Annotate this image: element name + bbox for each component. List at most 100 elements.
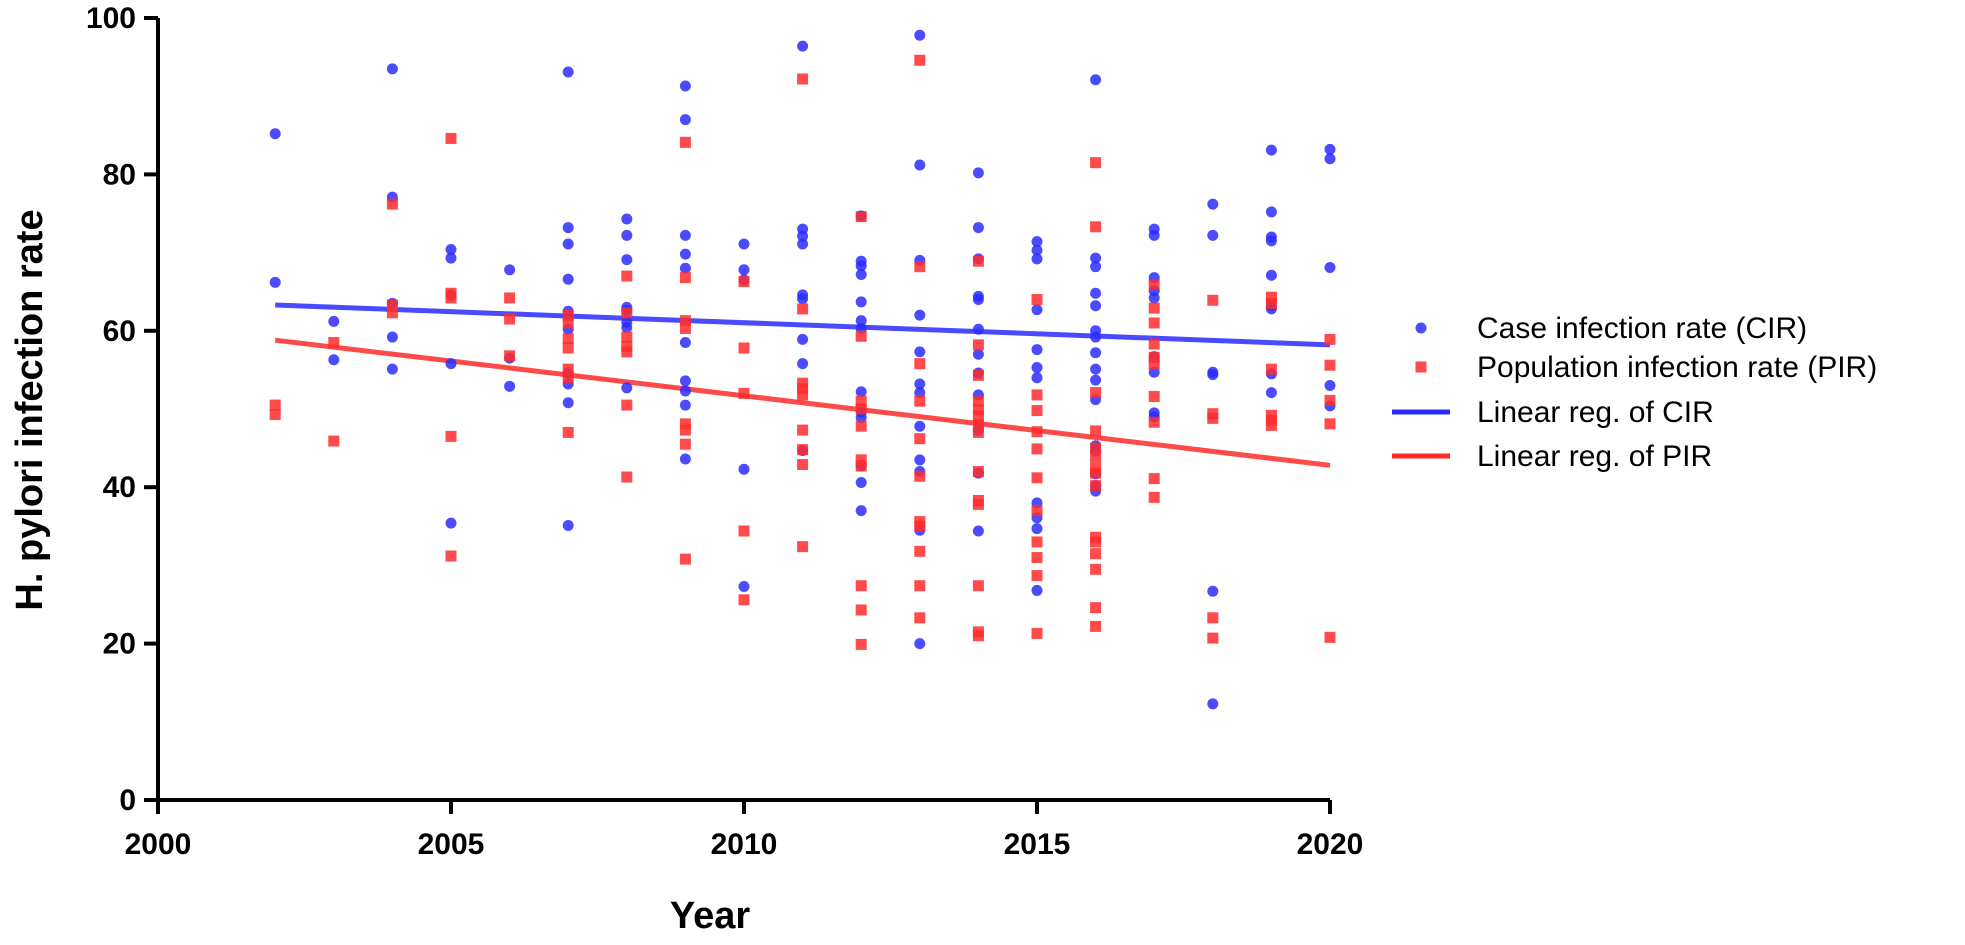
pir-point: [621, 399, 633, 411]
cir-point: [562, 66, 574, 78]
pir-point: [1148, 390, 1160, 402]
pir-point: [855, 395, 867, 407]
cir-point: [914, 346, 926, 358]
cir-point: [914, 638, 926, 650]
pir-point: [1090, 442, 1102, 454]
cir-point: [386, 331, 398, 343]
pir-point: [797, 73, 809, 85]
cir-point: [1031, 362, 1043, 374]
pir-point: [269, 408, 281, 420]
cir-regression-line: [275, 302, 1331, 348]
cir-point: [797, 238, 809, 250]
pir-point: [1031, 627, 1043, 639]
pir-point: [1265, 297, 1277, 309]
cir-point: [445, 358, 457, 370]
x-tick-label: 2000: [125, 828, 192, 861]
pir-point: [679, 272, 691, 284]
pir-point: [738, 387, 750, 399]
cir-point: [269, 276, 281, 288]
cir-point: [972, 222, 984, 234]
pir-point: [1148, 491, 1160, 503]
pir-point: [855, 460, 867, 472]
cir-point: [562, 520, 574, 532]
pir-point: [972, 498, 984, 510]
pir-point: [1148, 351, 1160, 363]
cir-point: [1090, 287, 1102, 299]
cir-point: [679, 114, 691, 126]
cir-point: [855, 315, 867, 327]
x-tick-label: 2010: [711, 828, 778, 861]
pir-point: [1090, 620, 1102, 632]
cir-point: [1207, 198, 1219, 210]
cir-point: [1148, 229, 1160, 241]
cir-point: [797, 230, 809, 242]
cir-point: [738, 581, 750, 593]
cir-point: [562, 397, 574, 409]
cir-point: [1031, 523, 1043, 535]
cir-point: [1207, 229, 1219, 241]
pir-point: [1031, 294, 1043, 306]
cir-point: [1207, 585, 1219, 597]
cir-point: [855, 296, 867, 308]
cir-point: [1090, 261, 1102, 273]
cir-point: [797, 40, 809, 52]
cir-point: [504, 264, 516, 276]
legend-label: Population infection rate (PIR): [1477, 351, 1877, 384]
pir-point: [621, 471, 633, 483]
pir-point: [1031, 536, 1043, 548]
legend-label: Case infection rate (CIR): [1477, 312, 1807, 345]
pir-point: [972, 580, 984, 592]
pir-point: [679, 553, 691, 565]
cir-point: [1031, 344, 1043, 356]
pir-point: [914, 261, 926, 273]
pir-point: [1090, 221, 1102, 233]
pir-point: [1324, 418, 1336, 430]
pir-point: [1031, 405, 1043, 417]
pir-point: [738, 594, 750, 606]
y-tick-label: 100: [86, 2, 136, 35]
pir-point: [1148, 358, 1160, 370]
pir-point: [1031, 389, 1043, 401]
cir-point: [504, 380, 516, 392]
x-tick-label: 2005: [418, 828, 485, 861]
pir-point: [914, 54, 926, 66]
pir-point: [797, 541, 809, 553]
pir-point: [621, 331, 633, 343]
cir-point: [1090, 300, 1102, 312]
legend-item: Population infection rate (PIR): [1415, 351, 1877, 384]
pir-point: [738, 525, 750, 537]
pir-point: [797, 303, 809, 315]
legend-circle-marker: [1415, 322, 1427, 334]
pir-point: [855, 604, 867, 616]
cir-point: [621, 254, 633, 266]
pir-point: [797, 383, 809, 395]
cir-point: [1207, 369, 1219, 381]
pir-point: [1207, 612, 1219, 624]
cir-point: [738, 238, 750, 250]
pir-point: [1031, 552, 1043, 564]
y-tick-label: 80: [103, 158, 136, 191]
pir-point: [386, 198, 398, 210]
cir-point: [797, 333, 809, 345]
pir-point: [914, 470, 926, 482]
cir-point: [914, 159, 926, 171]
scatter-points: [269, 29, 1336, 710]
cir-point: [1324, 380, 1336, 392]
cir-point: [972, 525, 984, 537]
pir-point: [562, 363, 574, 375]
pir-point: [972, 466, 984, 478]
cir-point: [1324, 261, 1336, 273]
pir-point: [1207, 632, 1219, 644]
cir-point: [621, 229, 633, 241]
pir-point: [972, 369, 984, 381]
pir-point: [1031, 443, 1043, 455]
pir-point: [914, 358, 926, 370]
cir-point: [1090, 363, 1102, 375]
legend: Case infection rate (CIR) Population infe…: [1392, 312, 1877, 473]
pir-point: [1090, 602, 1102, 614]
pir-point: [1090, 387, 1102, 399]
pir-point: [972, 630, 984, 642]
cir-point: [855, 412, 867, 424]
x-tick-label: 2015: [1004, 828, 1071, 861]
pir-point: [914, 612, 926, 624]
